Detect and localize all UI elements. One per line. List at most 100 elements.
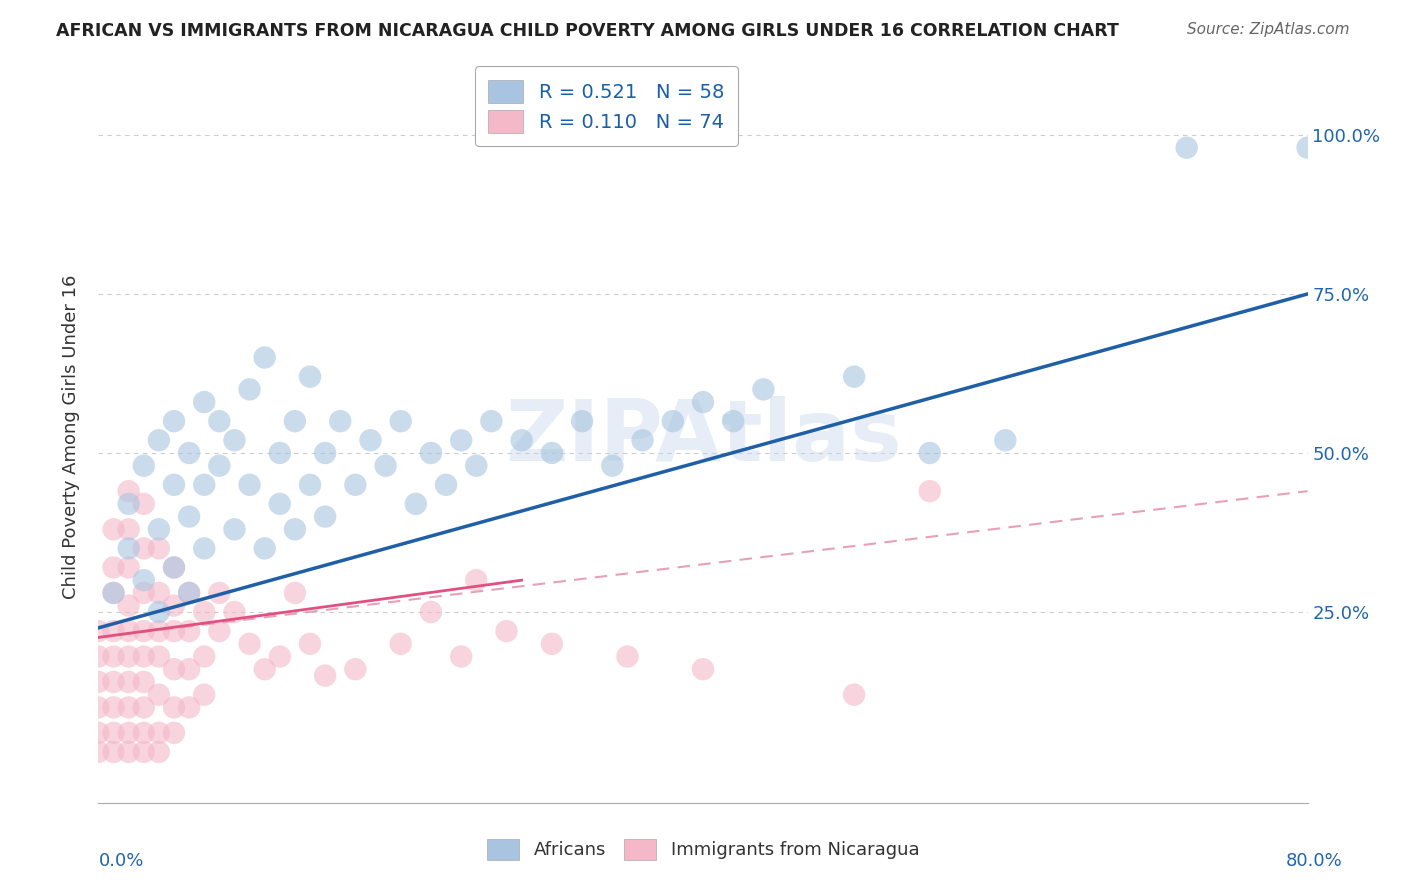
Point [132,573,155,587]
Point [163,414,186,428]
Point [118,675,141,690]
Point [994,434,1017,448]
Point [253,541,276,556]
Point [118,726,141,740]
Point [314,509,336,524]
Text: 80.0%: 80.0% [1286,852,1343,870]
Point [405,497,427,511]
Point [118,541,141,556]
Point [148,649,170,664]
Point [118,624,141,638]
Point [420,605,443,619]
Point [374,458,396,473]
Point [420,446,443,460]
Point [284,414,307,428]
Text: Source: ZipAtlas.com: Source: ZipAtlas.com [1187,22,1350,37]
Point [224,522,246,536]
Point [179,586,201,600]
Text: 0.0%: 0.0% [98,852,143,870]
Point [299,369,322,384]
Legend: Africans, Immigrants from Nicaragua: Africans, Immigrants from Nicaragua [479,831,927,867]
Point [389,414,412,428]
Point [723,414,745,428]
Point [269,497,291,511]
Point [844,688,866,702]
Point [103,522,125,536]
Point [465,573,488,587]
Point [344,662,367,676]
Point [103,560,125,574]
Point [631,434,654,448]
Point [103,726,125,740]
Point [132,541,155,556]
Point [103,586,125,600]
Point [344,477,367,491]
Point [329,414,352,428]
Point [179,662,201,676]
Point [224,605,246,619]
Point [224,434,246,448]
Point [118,700,141,714]
Point [269,649,291,664]
Point [208,458,231,473]
Point [148,745,170,759]
Text: AFRICAN VS IMMIGRANTS FROM NICARAGUA CHILD POVERTY AMONG GIRLS UNDER 16 CORRELAT: AFRICAN VS IMMIGRANTS FROM NICARAGUA CHI… [56,22,1119,40]
Point [118,497,141,511]
Point [434,477,457,491]
Point [118,649,141,664]
Point [132,497,155,511]
Point [148,688,170,702]
Point [179,509,201,524]
Point [118,599,141,613]
Point [1175,141,1198,155]
Point [239,383,262,397]
Point [193,688,215,702]
Point [208,586,231,600]
Point [299,477,322,491]
Point [918,446,941,460]
Point [602,458,624,473]
Point [148,541,170,556]
Point [132,649,155,664]
Point [314,446,336,460]
Point [179,586,201,600]
Point [148,434,170,448]
Point [253,351,276,365]
Point [179,700,201,714]
Point [103,586,125,600]
Point [752,383,775,397]
Point [132,624,155,638]
Point [481,414,503,428]
Point [510,434,533,448]
Point [193,649,215,664]
Point [148,624,170,638]
Point [87,649,110,664]
Point [103,624,125,638]
Point [132,675,155,690]
Point [314,668,336,682]
Point [163,726,186,740]
Point [844,369,866,384]
Point [163,662,186,676]
Point [179,624,201,638]
Point [360,434,382,448]
Point [118,484,141,499]
Point [1296,141,1319,155]
Point [163,700,186,714]
Point [239,477,262,491]
Point [148,605,170,619]
Point [540,446,562,460]
Point [253,662,276,676]
Point [103,745,125,759]
Point [540,637,562,651]
Point [163,624,186,638]
Point [193,477,215,491]
Point [616,649,638,664]
Point [148,586,170,600]
Point [132,458,155,473]
Point [495,624,517,638]
Point [269,446,291,460]
Point [571,414,593,428]
Point [163,560,186,574]
Point [118,522,141,536]
